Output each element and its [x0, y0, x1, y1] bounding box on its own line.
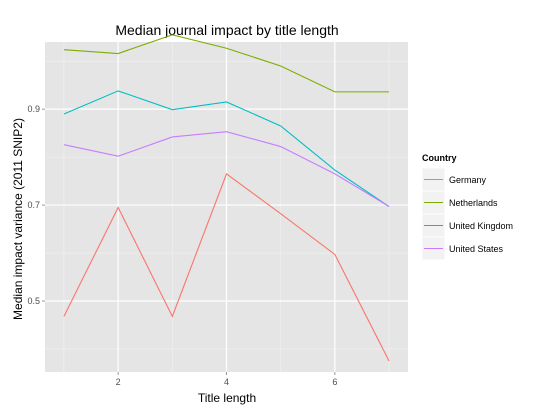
legend-title: Country: [422, 153, 457, 163]
major-gridlines: [45, 42, 408, 372]
y-axis-ticks: 0.5 0.7 0.9: [27, 104, 45, 306]
x-tick-label: 6: [332, 377, 337, 387]
x-tick-label: 2: [116, 377, 121, 387]
series-line-united-kingdom: [63, 90, 390, 207]
series-line-netherlands: [63, 34, 390, 93]
y-axis-title: Median impact variance (2011 SNIP2): [11, 118, 25, 320]
legend-items: Germany Netherlands United Kingdom United S…: [421, 167, 513, 261]
y-tick-label: 0.9: [27, 104, 40, 114]
legend-label: Germany: [449, 175, 487, 185]
x-tick-label: 4: [224, 377, 229, 387]
chart-title: Median journal impact by title length: [115, 22, 338, 38]
legend-label: United States: [449, 244, 504, 254]
legend-label: United Kingdom: [449, 221, 513, 231]
series-lines: [63, 34, 390, 362]
x-axis-ticks: 2 4 6: [116, 372, 337, 387]
legend-item-germany: Germany: [421, 167, 487, 192]
x-axis-title: Title length: [198, 391, 256, 405]
series-line-germany: [63, 173, 390, 362]
y-tick-label: 0.5: [27, 296, 40, 306]
legend-label: Netherlands: [449, 198, 498, 208]
legend-item-united-kingdom: United Kingdom: [421, 213, 513, 238]
legend-item-united-states: United States: [421, 236, 504, 261]
series-line-united-states: [63, 131, 390, 207]
legend-item-netherlands: Netherlands: [421, 190, 498, 215]
y-tick-label: 0.7: [27, 200, 40, 210]
legend: Country Germany Netherlands United Kingdom…: [421, 153, 513, 261]
